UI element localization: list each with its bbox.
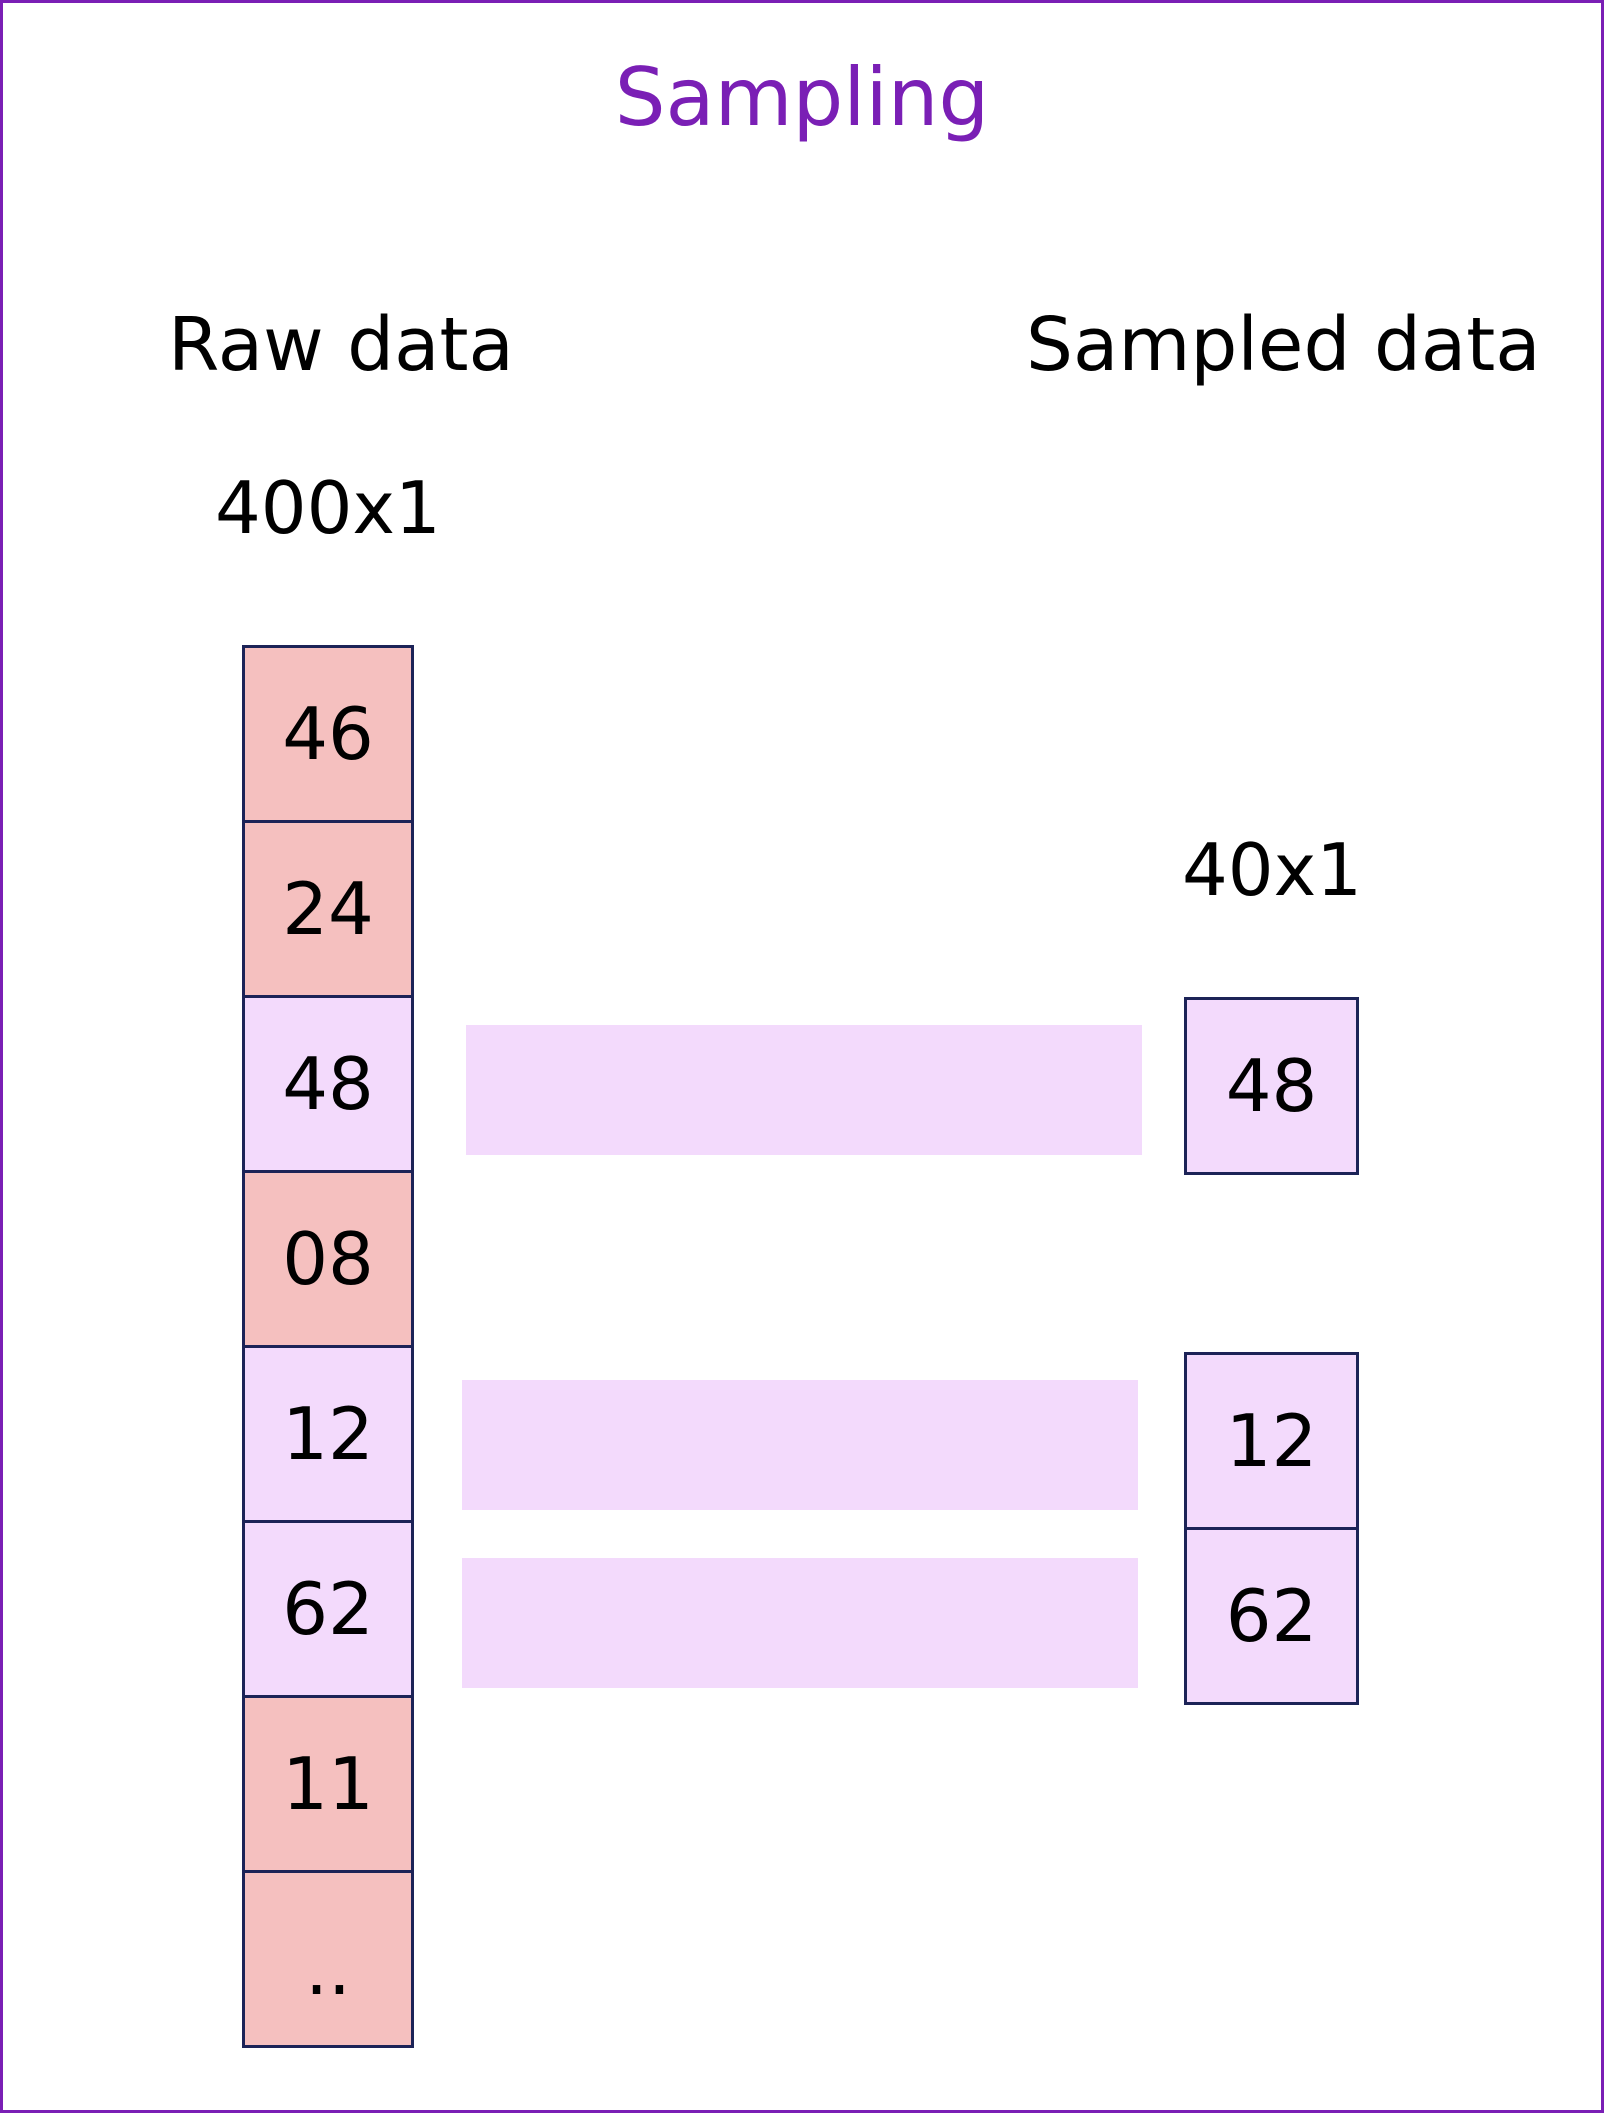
raw-cell-sampled: 48 [242,995,414,1173]
raw-cell: 46 [242,645,414,823]
sampled-data-column: 48 [1184,997,1359,1175]
raw-cell-ellipsis: .. [242,1870,414,2048]
sampled-cell: 12 [1184,1352,1359,1530]
sampled-data-heading: Sampled data [1026,302,1541,388]
raw-data-dimensions: 400x1 [215,466,441,550]
sampled-cell: 62 [1184,1527,1359,1705]
sampled-data-column: 12 62 [1184,1352,1359,1705]
sampled-data-dimensions: 40x1 [1182,828,1363,912]
sampling-connector [462,1380,1138,1510]
raw-cell: 08 [242,1170,414,1348]
sampled-cell: 48 [1184,997,1359,1175]
raw-cell: 11 [242,1695,414,1873]
sampling-connector [462,1558,1138,1688]
sampling-connector [466,1025,1142,1155]
raw-data-column: 46 24 48 08 12 62 11 .. [242,645,414,2048]
raw-cell-sampled: 62 [242,1520,414,1698]
diagram-title: Sampling [614,51,990,144]
raw-data-heading: Raw data [168,302,514,388]
raw-cell: 24 [242,820,414,998]
raw-cell-sampled: 12 [242,1345,414,1523]
